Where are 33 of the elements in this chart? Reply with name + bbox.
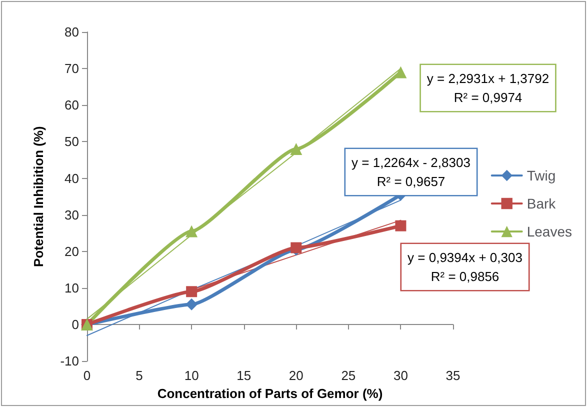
x-tick-label: 20 <box>288 368 304 384</box>
annotation: y = 2,2931x + 1,3792 R² = 0,9974 <box>426 71 550 105</box>
point <box>290 143 302 156</box>
y-tick-label: 0 <box>72 317 79 332</box>
y-axis-title: Potential Inhibition (%) <box>31 126 46 267</box>
point <box>395 220 406 232</box>
legend-label: Bark <box>526 196 557 212</box>
x-tick-label: 10 <box>184 368 199 384</box>
y-tick-label: 40 <box>64 170 79 186</box>
annotation: y = 1,2264x - 2,8303 R² = 0,9657 <box>352 155 470 189</box>
y-tick-label: 20 <box>64 244 79 259</box>
x-tick-label: 5 <box>136 368 143 384</box>
y-tick-label: 30 <box>64 207 79 222</box>
y-tick-label: 50 <box>64 134 79 150</box>
legend-label: Leaves <box>526 224 572 240</box>
x-tick-label: 15 <box>236 368 252 384</box>
x-tick-label: 30 <box>393 368 408 384</box>
point <box>186 286 198 298</box>
y-tick-label: -10 <box>60 354 79 369</box>
y-tick-label: 10 <box>64 280 79 296</box>
point <box>394 66 407 78</box>
point <box>290 242 302 254</box>
x-tick-label: 0 <box>83 368 91 384</box>
y-tick-label: 80 <box>64 24 79 40</box>
annotation: y = 0,9394x + 0,303 R² = 0,9856 <box>408 250 522 284</box>
x-axis-title: Concentration of Parts of Gemor (%) <box>157 386 383 401</box>
point <box>186 298 198 310</box>
y-tick-label: 70 <box>64 61 79 76</box>
y-tick-label: 60 <box>64 98 79 113</box>
point <box>186 225 198 238</box>
legend-label: Twig <box>526 168 556 184</box>
x-tick-label: 35 <box>446 368 460 384</box>
x-tick-label: 25 <box>341 368 356 384</box>
